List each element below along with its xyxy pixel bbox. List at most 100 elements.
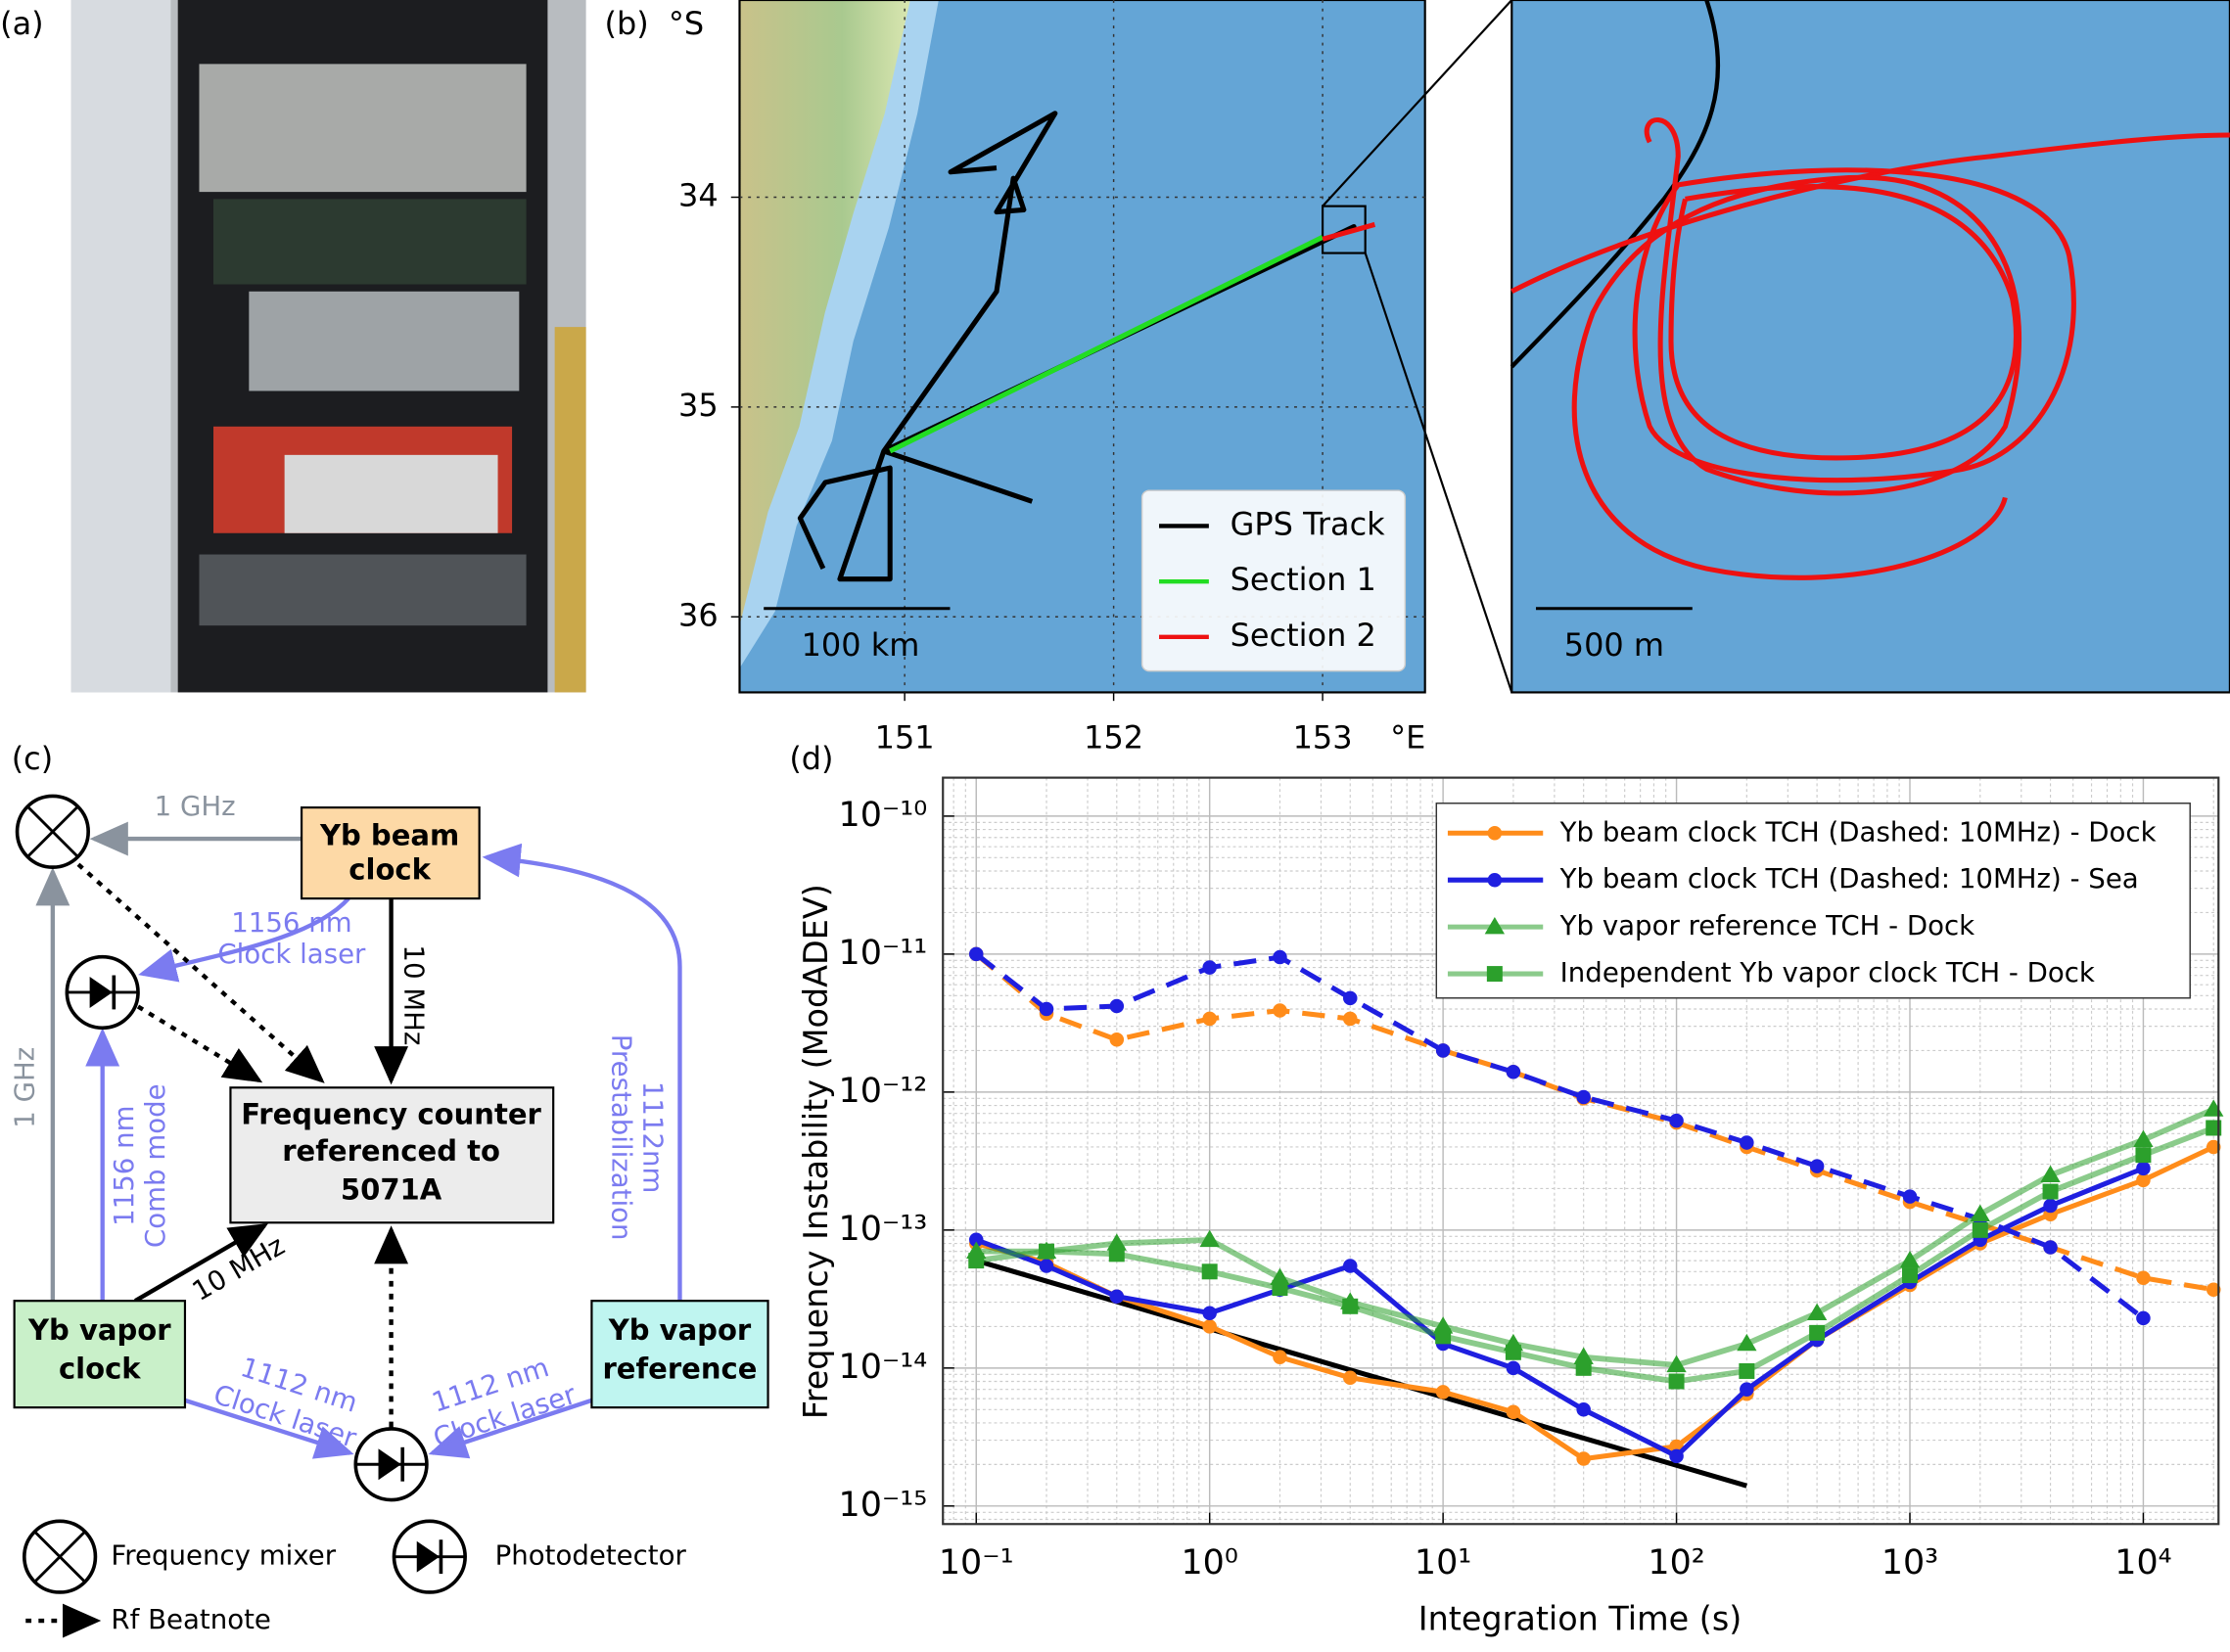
- y-tick-label: 10⁻¹³: [839, 1210, 928, 1249]
- section-2: [1322, 221, 1376, 242]
- marker: [2135, 1147, 2152, 1164]
- marker: [2042, 1183, 2059, 1200]
- marker: [1273, 949, 1287, 965]
- marker: [1202, 1319, 1217, 1334]
- marker: [1668, 1373, 1685, 1390]
- edge-label: 1 GHz: [8, 1047, 40, 1128]
- node-label: clock: [59, 1352, 141, 1385]
- marker: [1202, 960, 1217, 975]
- node-label: Yb beam: [319, 819, 459, 852]
- marker: [1199, 1229, 1220, 1248]
- legend-label: Section 1: [1231, 561, 1376, 598]
- edge-label: 10 MHz: [397, 944, 430, 1045]
- map-y-tick-label: 35: [678, 387, 719, 424]
- marker: [2136, 1310, 2151, 1326]
- marker: [1576, 1089, 1591, 1105]
- edge-label: 1156 nm: [231, 906, 351, 939]
- edge-label: Prestabilization: [605, 1034, 637, 1241]
- marker: [1486, 966, 1503, 983]
- fit-line: [975, 1258, 1747, 1489]
- marker: [1506, 1360, 1521, 1376]
- y-tick-label: 10⁻¹⁵: [839, 1486, 928, 1525]
- marker: [1740, 1135, 1754, 1150]
- y-axis-label: Frequency Instability (ModADEV): [797, 884, 835, 1419]
- plot-frame: [942, 776, 2220, 1526]
- x-tick-label: 10⁴: [2114, 1543, 2171, 1583]
- legend-label: Photodetector: [495, 1539, 687, 1572]
- legend: [1435, 803, 2191, 999]
- scale-label: 100 km: [802, 626, 920, 664]
- marker: [1039, 1243, 1055, 1260]
- marker: [1487, 826, 1503, 841]
- marker: [1806, 1303, 1828, 1321]
- scale-label: 500 m: [1564, 626, 1664, 664]
- marker: [1484, 916, 1506, 935]
- node-label: 5071A: [341, 1172, 442, 1206]
- marker: [1575, 1359, 1592, 1376]
- marker: [968, 1232, 984, 1248]
- node-label: Yb vapor: [27, 1313, 171, 1347]
- map-y-tick-label: 36: [678, 596, 719, 633]
- marker: [1899, 1250, 1921, 1268]
- marker: [2133, 1129, 2154, 1148]
- marker: [2043, 1240, 2058, 1255]
- map-x-tick-label: 151: [875, 718, 935, 756]
- diagram: [13, 794, 769, 1638]
- marker: [1109, 998, 1125, 1014]
- node-label: clock: [348, 852, 431, 886]
- chart: [942, 776, 2224, 1526]
- marker: [2206, 1282, 2221, 1297]
- y-tick-label: 10⁻¹²: [839, 1072, 928, 1111]
- x-tick-label: 10¹: [1415, 1543, 1471, 1583]
- marker: [1272, 1280, 1288, 1297]
- legend-label: Frequency mixer: [111, 1539, 336, 1572]
- marker: [2206, 1139, 2221, 1155]
- marker: [1740, 1382, 1754, 1397]
- x-tick-label: 10²: [1648, 1543, 1704, 1583]
- edge-label: 1156 nm: [108, 1106, 140, 1226]
- x-axis-label: Integration Time (s): [1418, 1600, 1742, 1638]
- marker: [1669, 1113, 1684, 1128]
- marker: [1576, 1451, 1591, 1466]
- marker: [1202, 1011, 1217, 1027]
- marker: [1342, 1298, 1359, 1314]
- photo: [70, 0, 586, 693]
- edge-label: 1 GHz: [155, 790, 236, 822]
- map-x-tick-label: 153: [1293, 718, 1353, 756]
- edge-label: 1112nm: [636, 1081, 669, 1194]
- map-y-tick-label: 34: [678, 177, 719, 214]
- marker: [1108, 1246, 1125, 1262]
- marker: [2136, 1172, 2151, 1188]
- marker: [968, 946, 984, 962]
- node-label: Frequency counter: [241, 1097, 541, 1130]
- panel-label: (b): [604, 5, 648, 42]
- map-x-tick-label: 152: [1084, 718, 1143, 756]
- legend-label: GPS Track: [1231, 505, 1386, 542]
- legend-label: Independent Yb vapor clock TCH - Dock: [1560, 956, 2095, 988]
- marker: [1435, 1043, 1451, 1058]
- marker: [1737, 1333, 1757, 1352]
- marker: [1573, 1347, 1594, 1364]
- node-label: reference: [602, 1352, 757, 1385]
- marker: [1809, 1324, 1826, 1341]
- legend-label: Yb vapor reference TCH - Dock: [1559, 909, 1974, 941]
- marker: [1505, 1344, 1521, 1360]
- edge-label: Clock laser: [217, 938, 366, 970]
- marker: [1739, 1362, 1755, 1379]
- marker: [2040, 1165, 2061, 1183]
- marker: [1902, 1189, 1918, 1204]
- marker: [2043, 1198, 2058, 1214]
- x-tick-label: 10⁻¹: [939, 1543, 1014, 1583]
- marker: [1669, 1448, 1684, 1464]
- series-line-dashed: [974, 951, 2145, 1320]
- panel-label: (c): [12, 740, 53, 777]
- node-label: referenced to: [282, 1134, 500, 1168]
- marker: [1487, 872, 1503, 888]
- marker: [1902, 1267, 1918, 1284]
- marker: [1506, 1065, 1521, 1079]
- y-tick-label: 10⁻¹¹: [839, 934, 928, 973]
- marker: [1809, 1159, 1825, 1173]
- marker: [1109, 1289, 1125, 1305]
- marker: [1342, 1011, 1358, 1027]
